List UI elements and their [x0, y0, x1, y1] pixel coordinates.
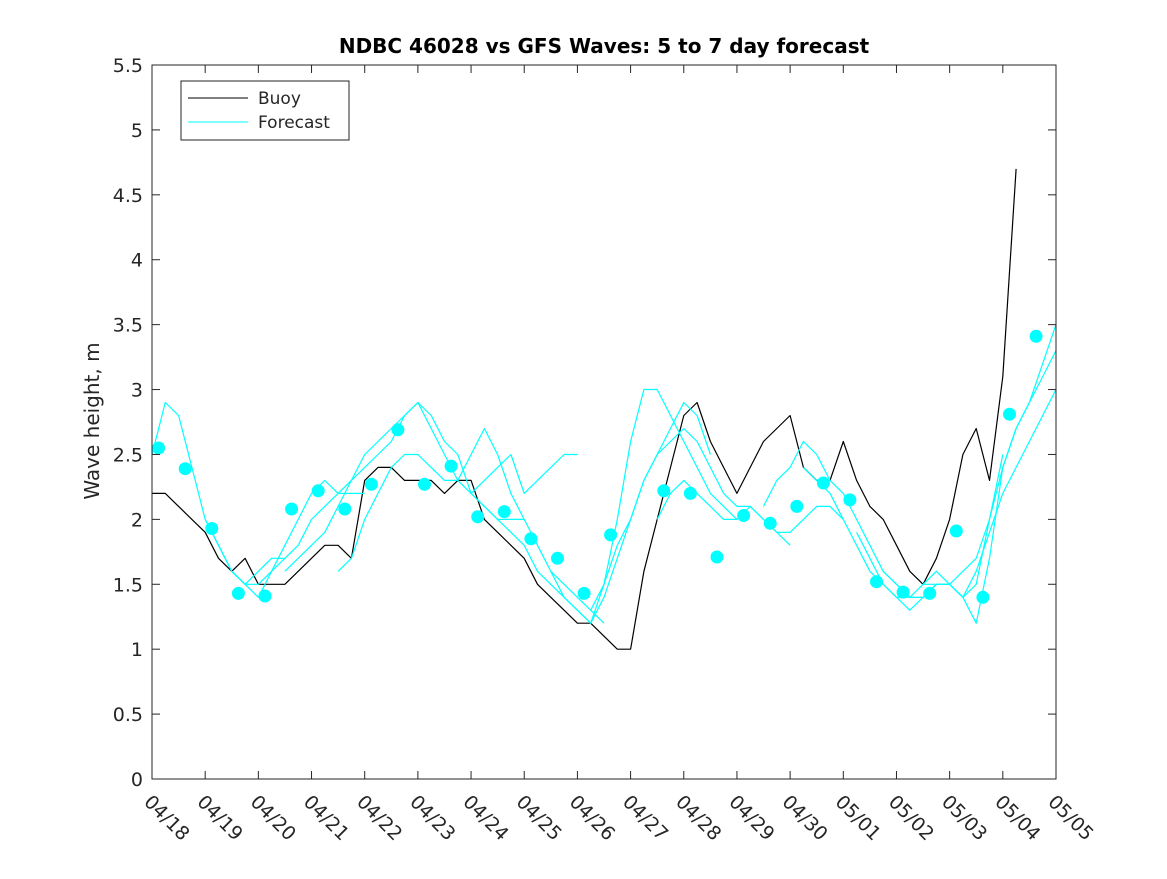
forecast-marker [338, 502, 352, 516]
forecast-marker [710, 550, 724, 564]
y-tick-label: 1 [131, 639, 143, 661]
forecast-marker [737, 509, 751, 522]
forecast-marker [258, 589, 272, 603]
forecast-marker [604, 528, 618, 542]
forecast-marker [1003, 407, 1016, 421]
forecast-marker [497, 505, 511, 519]
forecast-marker [285, 502, 299, 516]
forecast-marker [1029, 329, 1043, 343]
forecast-marker [843, 493, 857, 507]
forecast-marker [763, 516, 777, 530]
series-5 [337, 427, 605, 624]
y-tick-label: 2.5 [113, 444, 143, 466]
axes-box [151, 64, 1057, 780]
series-8 [550, 388, 738, 624]
plot-area [151, 168, 1057, 650]
y-tick-label: 0 [131, 769, 143, 791]
series-14 [882, 324, 1057, 624]
legend-buoy-label: Buoy [258, 89, 301, 109]
y-tick-label: 4.5 [113, 185, 143, 207]
forecast-marker [683, 486, 697, 500]
forecast-marker [444, 459, 458, 473]
series-0 [152, 168, 1017, 650]
forecast-marker [364, 477, 378, 491]
series-6 [443, 453, 578, 494]
forecast-marker [231, 586, 245, 600]
forecast-marker [790, 499, 804, 513]
buoy-line [152, 168, 1017, 650]
chart-title: NDBC 46028 vs GFS Waves: 5 to 7 day fore… [339, 34, 870, 58]
forecast-marker [205, 522, 219, 535]
y-axis-label: Wave height, m [80, 342, 104, 499]
series-10 [656, 479, 844, 533]
legend-forecast-label: Forecast [258, 113, 330, 133]
forecast-marker [524, 532, 538, 546]
forecast-line [882, 324, 1057, 624]
forecast-marker [152, 441, 166, 455]
y-tick-label: 0.5 [113, 704, 143, 726]
legend: Buoy Forecast [180, 80, 350, 141]
forecast-marker [896, 585, 910, 599]
forecast-line [656, 479, 844, 533]
forecast-marker [657, 484, 671, 498]
forecast-marker [178, 462, 192, 476]
forecast-marker [418, 477, 431, 491]
forecast-marker [949, 524, 963, 538]
forecast-line [443, 453, 578, 494]
forecast-marker [391, 423, 405, 437]
y-tick-label: 5 [131, 120, 143, 142]
series-16 [152, 329, 1043, 604]
y-tick-label: 3.5 [113, 315, 143, 337]
y-tick-label: 3 [131, 380, 143, 402]
forecast-marker [577, 586, 591, 600]
forecast-line [337, 427, 605, 624]
y-tick-label: 5.5 [113, 55, 143, 77]
forecast-marker [923, 586, 937, 600]
forecast-marker [471, 510, 485, 524]
forecast-line [923, 389, 1057, 598]
forecast-marker [551, 551, 564, 565]
forecast-marker [976, 590, 990, 604]
y-tick-label: 4 [131, 250, 143, 272]
forecast-marker [311, 484, 325, 498]
forecast-marker [870, 575, 883, 589]
y-tick-label: 2 [131, 509, 143, 531]
series-15 [923, 389, 1057, 598]
y-tick-label: 1.5 [113, 574, 143, 596]
forecast-marker [816, 476, 830, 490]
forecast-line [550, 388, 738, 624]
legend-box [180, 80, 350, 141]
